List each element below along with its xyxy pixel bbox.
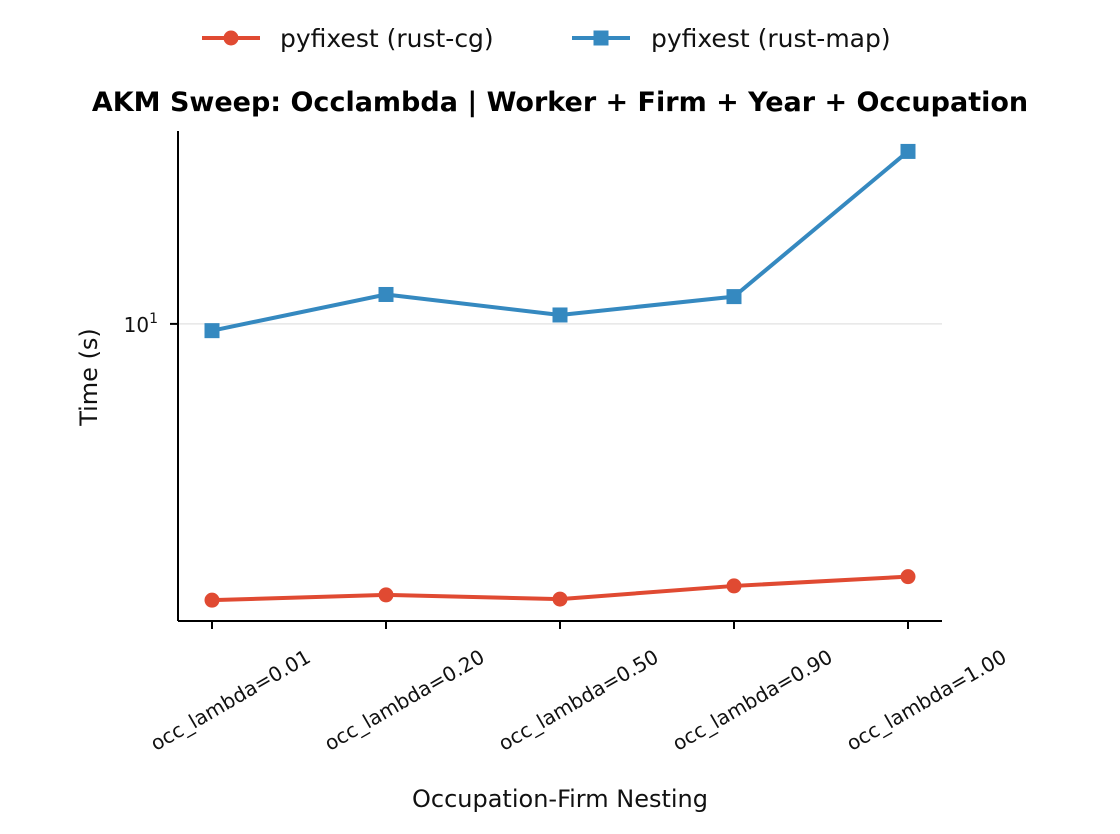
x-axis-label: Occupation-Firm Nesting: [412, 785, 708, 813]
data-point: [378, 587, 394, 603]
series-layer: [204, 143, 916, 608]
data-point: [552, 307, 568, 323]
x-tick-label: occ_lambda=0.90: [668, 645, 836, 756]
data-point: [552, 591, 568, 607]
legend-marker-rust-cg: [223, 30, 239, 46]
series-rust-map: [204, 143, 916, 339]
data-point: [204, 592, 220, 608]
data-point: [726, 289, 742, 305]
data-point: [204, 323, 220, 339]
data-point: [726, 578, 742, 594]
x-tick-label: occ_lambda=0.20: [320, 645, 488, 756]
series-rust-cg: [204, 569, 916, 608]
y-axis-label: Time (s): [75, 328, 103, 427]
x-tick-label: occ_lambda=0.50: [494, 645, 662, 756]
y-tick-label: 101: [124, 311, 158, 337]
x-ticks: occ_lambda=0.01 occ_lambda=0.20 occ_lambda…: [146, 621, 1011, 756]
legend-label-rust-cg: pyfixest (rust-cg): [280, 24, 494, 53]
x-tick-label: occ_lambda=1.00: [842, 645, 1010, 756]
axes: [177, 131, 942, 622]
data-point: [900, 143, 916, 159]
legend-marker-rust-map: [593, 30, 609, 46]
x-tick-label: occ_lambda=0.01: [146, 645, 314, 756]
series-line: [211, 149, 910, 333]
legend: pyfixest (rust-cg) pyfixest (rust-map): [202, 24, 891, 53]
chart-title: AKM Sweep: Occlambda | Worker + Firm + Y…: [92, 87, 1028, 118]
y-ticks: 101: [124, 311, 178, 337]
data-point: [378, 286, 394, 302]
legend-label-rust-map: pyfixest (rust-map): [651, 24, 891, 53]
data-point: [900, 569, 916, 585]
